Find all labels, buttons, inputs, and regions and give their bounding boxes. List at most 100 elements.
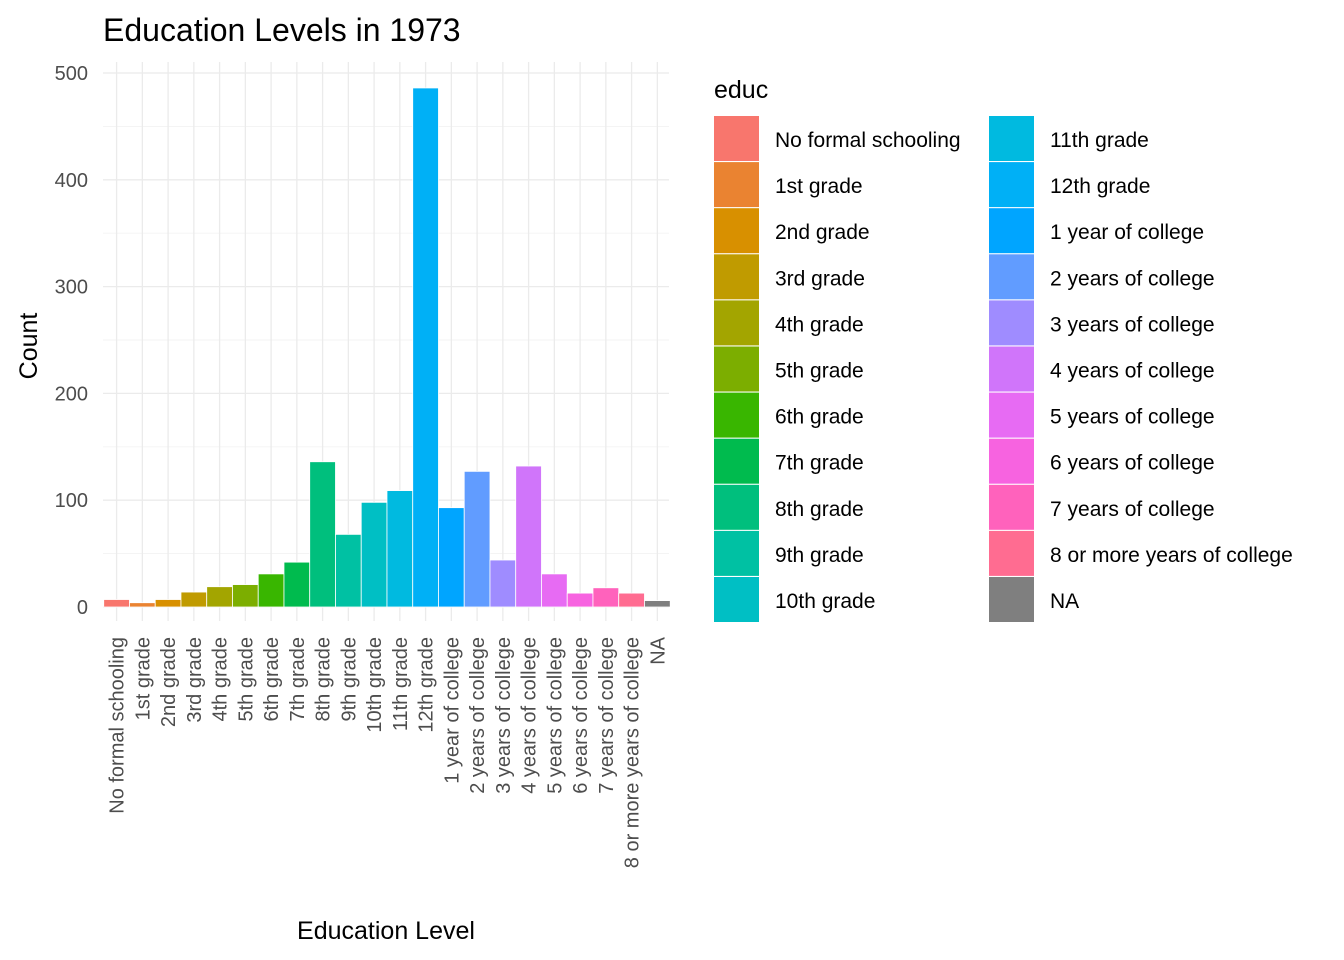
legend-label: 7th grade	[775, 452, 864, 475]
y-tick-label: 100	[55, 490, 88, 512]
legend-label: 9th grade	[775, 544, 864, 567]
legend-key	[989, 300, 1034, 346]
bar	[592, 587, 620, 608]
legend-title: educ	[714, 76, 768, 104]
legend-label: 5 years of college	[1050, 406, 1215, 429]
legend-key	[714, 577, 759, 622]
legend-key	[989, 208, 1034, 254]
bar	[489, 559, 517, 608]
x-tick-label: 7 years of college	[596, 637, 618, 794]
legend-label: 8 or more years of college	[1050, 544, 1293, 567]
y-axis-tick-labels: 0 100 200 300 400 500	[55, 63, 88, 619]
x-tick-label: 4th grade	[210, 637, 232, 722]
x-tick-label: 11th grade	[390, 637, 412, 731]
legend-label: 10th grade	[775, 590, 875, 613]
chart-title: Education Levels in 1973	[103, 12, 461, 48]
bars	[103, 87, 671, 608]
bar	[618, 592, 645, 608]
legend-label: 4th grade	[775, 313, 864, 336]
legend-key	[989, 438, 1034, 484]
legend-key	[989, 484, 1034, 530]
x-tick-label: 3 years of college	[493, 637, 515, 794]
legend-key	[989, 116, 1034, 161]
bar	[309, 461, 336, 608]
x-tick-label: 6 years of college	[570, 637, 592, 794]
y-tick-label: 300	[55, 277, 88, 299]
legend-key	[989, 346, 1034, 392]
x-tick-label: 7th grade	[287, 637, 309, 722]
legend-key	[714, 484, 759, 530]
legend-label: 8th grade	[775, 498, 864, 521]
x-axis-tick-labels: No formal schooling 1st grade 2nd grade 3rd…	[107, 636, 670, 868]
bar	[541, 573, 568, 608]
x-tick-label: 4 years of college	[519, 637, 541, 794]
bar	[206, 586, 233, 608]
bar	[232, 584, 259, 608]
legend-label: 5th grade	[775, 360, 864, 383]
bar	[180, 591, 208, 608]
x-tick-label: 5 years of college	[544, 637, 566, 794]
legend-label: 11th grade	[1050, 129, 1149, 152]
bar	[566, 592, 594, 608]
y-tick-label: 400	[55, 170, 88, 192]
legend-label: 3 years of college	[1050, 313, 1215, 336]
legend-label: 2nd grade	[775, 221, 870, 244]
bar	[644, 600, 671, 608]
bar	[412, 87, 439, 608]
bar	[386, 490, 414, 608]
legend-label: 1st grade	[775, 175, 863, 198]
bar	[129, 602, 156, 608]
legend-key	[714, 162, 759, 208]
x-tick-label: NA	[647, 636, 669, 664]
legend-key	[989, 392, 1034, 438]
bar	[438, 507, 465, 608]
x-tick-label: No formal schooling	[107, 637, 129, 814]
bar	[335, 533, 362, 608]
legend: educ No formal schooling 1st grade 2nd gra…	[714, 76, 1293, 622]
legend-label: 2 years of college	[1050, 267, 1215, 290]
bar	[283, 561, 311, 608]
legend-key	[714, 254, 759, 300]
legend-key	[989, 162, 1034, 208]
x-tick-label: 8th grade	[313, 637, 335, 722]
legend-key	[714, 116, 759, 161]
x-tick-label: 3rd grade	[184, 637, 206, 723]
bar	[515, 465, 542, 608]
y-tick-label: 0	[77, 597, 88, 619]
x-tick-label: 1st grade	[132, 637, 154, 720]
legend-label: No formal schooling	[775, 129, 961, 152]
x-tick-label: 2 years of college	[467, 637, 489, 794]
bar	[463, 470, 491, 608]
x-tick-label: 10th grade	[364, 637, 386, 733]
legend-label: 6 years of college	[1050, 452, 1215, 475]
legend-label: NA	[1050, 590, 1079, 613]
x-tick-label: 9th grade	[338, 637, 360, 722]
legend-label: 4 years of college	[1050, 360, 1215, 383]
x-axis-label: Education Level	[297, 917, 475, 945]
legend-key	[989, 254, 1034, 300]
legend-key	[714, 530, 759, 576]
legend-key	[989, 530, 1034, 576]
bar	[257, 573, 285, 608]
legend-label: 6th grade	[775, 406, 864, 429]
legend-label: 1 year of college	[1050, 221, 1204, 244]
x-tick-label: 8 or more years of college	[622, 637, 644, 868]
legend-key	[989, 577, 1034, 622]
legend-label: 7 years of college	[1050, 498, 1215, 521]
x-tick-label: 5th grade	[235, 637, 257, 722]
bar	[154, 599, 182, 608]
legend-key	[714, 392, 759, 438]
bar	[103, 599, 130, 608]
legend-key	[714, 346, 759, 392]
x-tick-label: 1 year of college	[441, 637, 463, 784]
y-tick-label: 200	[55, 383, 88, 405]
legend-label: 3rd grade	[775, 267, 865, 290]
x-tick-label: 12th grade	[416, 637, 438, 733]
legend-key	[714, 208, 759, 254]
x-tick-label: 2nd grade	[158, 637, 180, 727]
legend-key	[714, 438, 759, 484]
bar	[360, 501, 388, 608]
legend-label: 12th grade	[1050, 175, 1150, 198]
y-tick-label: 500	[55, 63, 88, 85]
